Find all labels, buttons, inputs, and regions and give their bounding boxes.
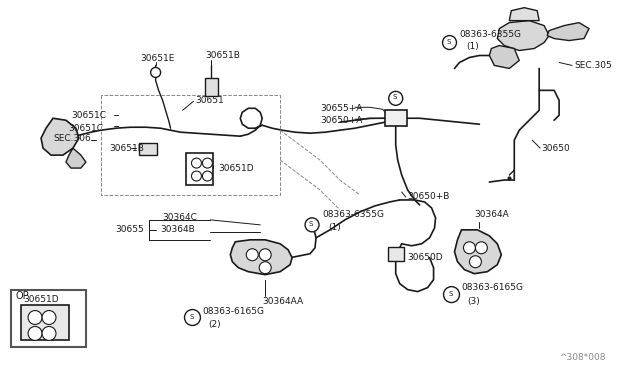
Text: ^308*008: ^308*008 bbox=[559, 353, 605, 362]
Text: 30364C: 30364C bbox=[163, 214, 198, 222]
Text: 30651: 30651 bbox=[195, 96, 224, 105]
Bar bbox=[205, 78, 218, 96]
Circle shape bbox=[42, 327, 56, 340]
Text: S: S bbox=[449, 291, 452, 296]
Circle shape bbox=[191, 158, 202, 168]
Text: 08363-6355G: 08363-6355G bbox=[460, 30, 522, 39]
Text: 30655: 30655 bbox=[116, 225, 145, 234]
Circle shape bbox=[305, 218, 319, 232]
Bar bbox=[139, 143, 157, 155]
Circle shape bbox=[191, 171, 202, 181]
Circle shape bbox=[463, 242, 476, 254]
Circle shape bbox=[246, 249, 258, 261]
Text: S: S bbox=[446, 39, 451, 45]
Polygon shape bbox=[454, 230, 501, 274]
Text: 30650+B: 30650+B bbox=[408, 192, 450, 202]
Text: 30650: 30650 bbox=[541, 144, 570, 153]
Text: S: S bbox=[189, 314, 194, 320]
Circle shape bbox=[469, 256, 481, 268]
Text: 30650+A: 30650+A bbox=[320, 116, 362, 125]
Text: 30651C: 30651C bbox=[71, 111, 106, 120]
Bar bbox=[186, 153, 213, 185]
Text: 30364A: 30364A bbox=[474, 211, 509, 219]
Text: OP: OP bbox=[15, 291, 29, 301]
Text: S: S bbox=[309, 221, 313, 227]
Circle shape bbox=[28, 327, 42, 340]
Circle shape bbox=[202, 158, 212, 168]
Text: (1): (1) bbox=[328, 223, 340, 232]
Text: 30650D: 30650D bbox=[408, 253, 444, 262]
Text: SEC.306: SEC.306 bbox=[53, 134, 91, 143]
Text: (3): (3) bbox=[467, 297, 480, 306]
Polygon shape bbox=[497, 20, 549, 51]
Polygon shape bbox=[66, 148, 86, 168]
Text: 08363-6165G: 08363-6165G bbox=[202, 307, 264, 316]
Polygon shape bbox=[230, 240, 292, 275]
Text: 30655+A: 30655+A bbox=[320, 104, 362, 113]
Text: 08363-6355G: 08363-6355G bbox=[322, 211, 384, 219]
Text: S: S bbox=[392, 94, 397, 100]
Circle shape bbox=[476, 242, 488, 254]
Circle shape bbox=[150, 67, 161, 77]
Circle shape bbox=[42, 311, 56, 324]
Circle shape bbox=[202, 171, 212, 181]
Circle shape bbox=[259, 262, 271, 274]
Polygon shape bbox=[490, 45, 519, 68]
Text: 30364B: 30364B bbox=[161, 225, 195, 234]
Text: 30651E: 30651E bbox=[141, 54, 175, 63]
Text: 30651B: 30651B bbox=[205, 51, 240, 60]
Text: SEC.305: SEC.305 bbox=[574, 61, 612, 70]
Text: 08363-6165G: 08363-6165G bbox=[461, 283, 524, 292]
Text: 30651D: 30651D bbox=[23, 295, 59, 304]
Polygon shape bbox=[41, 118, 79, 155]
Bar bbox=[385, 110, 406, 126]
Bar bbox=[21, 305, 69, 340]
Text: 30651C: 30651C bbox=[68, 124, 103, 133]
Text: 30651B: 30651B bbox=[109, 144, 143, 153]
Circle shape bbox=[184, 310, 200, 326]
Polygon shape bbox=[509, 8, 539, 20]
Text: (2): (2) bbox=[209, 320, 221, 329]
Text: 30364AA: 30364AA bbox=[262, 297, 303, 306]
Text: 30651D: 30651D bbox=[218, 164, 254, 173]
Circle shape bbox=[444, 286, 460, 302]
Bar bbox=[388, 247, 404, 261]
Circle shape bbox=[259, 249, 271, 261]
Text: (1): (1) bbox=[467, 42, 479, 51]
Circle shape bbox=[442, 36, 456, 49]
Polygon shape bbox=[547, 23, 589, 41]
Bar bbox=[11, 290, 86, 347]
Circle shape bbox=[28, 311, 42, 324]
Circle shape bbox=[388, 92, 403, 105]
